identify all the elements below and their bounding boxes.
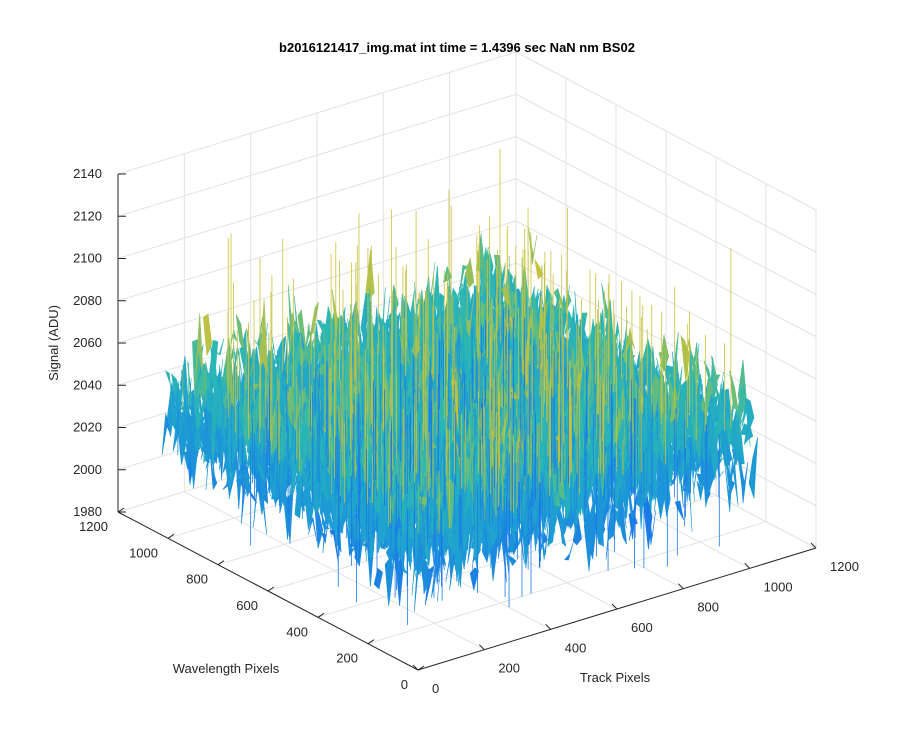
surface-patch <box>614 451 624 493</box>
surface-patch <box>564 542 574 561</box>
surface-patch <box>745 397 755 431</box>
surface-patch <box>656 466 666 520</box>
surface-patch <box>661 454 671 517</box>
surface-patch <box>202 313 213 356</box>
surface-patch <box>736 384 746 423</box>
wall-grid-line <box>515 220 817 380</box>
surface-patch <box>666 452 676 483</box>
surface-patch <box>637 458 647 490</box>
surface-patch <box>671 386 681 425</box>
surface-patch <box>565 513 575 530</box>
surface-patch <box>739 455 749 504</box>
surface-patch <box>458 264 469 296</box>
surface-patch <box>748 437 758 499</box>
surface-patch <box>464 336 474 369</box>
surface-patch <box>501 284 511 306</box>
surface-patch <box>464 257 475 289</box>
surface-patch <box>528 228 538 265</box>
wall-grid-line <box>515 93 817 253</box>
surface-patch <box>384 557 394 607</box>
wall-grid-line <box>515 51 817 211</box>
wall-grid-line <box>117 220 517 344</box>
wall-grid-line <box>515 262 817 422</box>
floor-grid-line <box>367 521 767 645</box>
wall-grid-line <box>515 178 817 338</box>
surface-patch <box>605 518 615 560</box>
wall-grid-line <box>117 51 517 175</box>
surface-patch <box>651 419 661 457</box>
wall-grid-line <box>117 136 517 259</box>
wall-grid-line <box>117 178 517 302</box>
surface-patch <box>719 423 729 486</box>
wall-grid-line <box>117 93 517 217</box>
surface-patch <box>674 500 684 521</box>
surface-patch <box>618 417 629 470</box>
surface-patch <box>734 415 744 456</box>
surface-patch <box>686 438 697 498</box>
surface-patch <box>622 461 632 503</box>
surface-patch <box>711 355 721 388</box>
surface-patch <box>646 494 656 545</box>
wall-grid-line <box>515 136 817 295</box>
surface <box>161 148 758 626</box>
surface-patch <box>617 498 627 545</box>
surface-patch <box>551 459 561 507</box>
surface-patch <box>373 567 383 590</box>
surface-patch <box>693 459 703 494</box>
surface-patch <box>690 350 700 385</box>
surface-patch <box>724 454 734 512</box>
surface-patch <box>690 409 700 443</box>
surface-patch <box>715 410 726 446</box>
